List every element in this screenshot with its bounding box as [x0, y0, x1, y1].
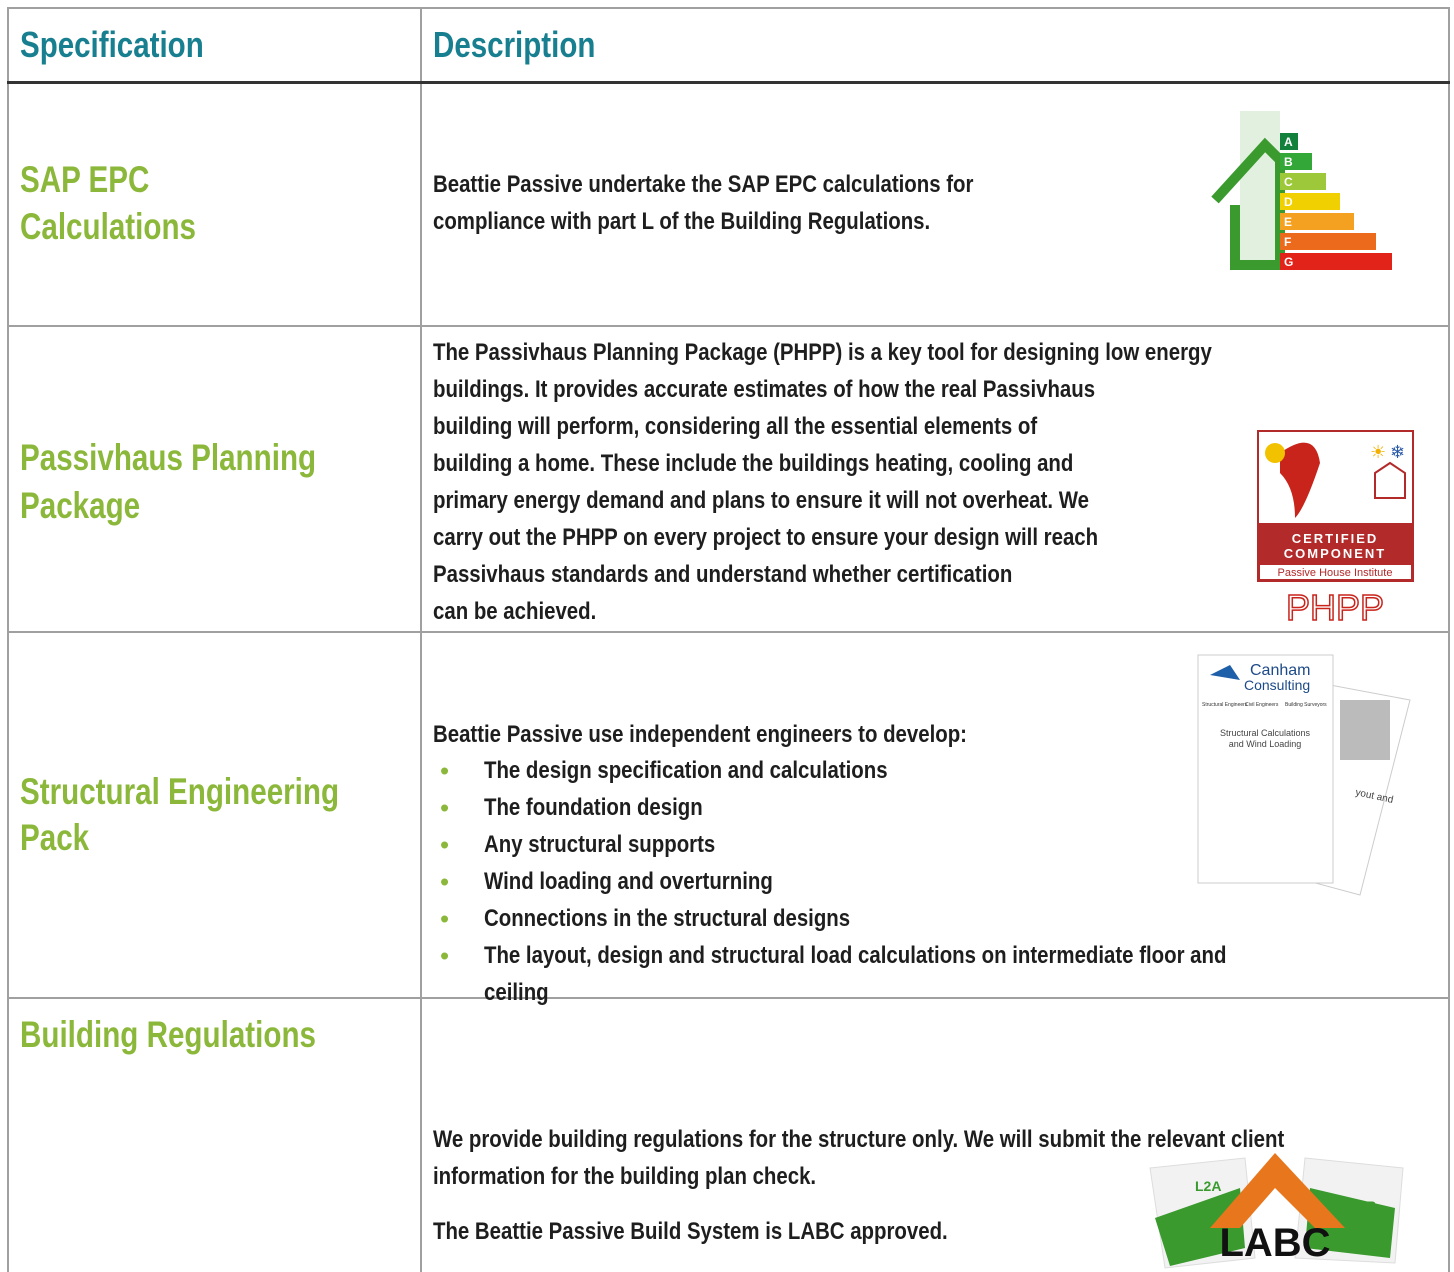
bullet-dot: • — [440, 866, 450, 897]
epc-label: G — [1284, 255, 1293, 269]
spec-label: Calculations — [20, 206, 196, 247]
logo-text: PHPP — [1286, 587, 1384, 628]
image-text: Consulting — [1244, 677, 1310, 693]
epc-label: F — [1284, 235, 1291, 249]
column-header: Specification — [20, 24, 204, 65]
row-rule — [7, 631, 1450, 633]
bullet-text: Wind loading and overturning — [484, 868, 773, 895]
image-text: Structural Calculations — [1220, 728, 1311, 738]
spec-label: Passivhaus Planning — [20, 437, 317, 478]
description-line: information for the building plan check. — [433, 1163, 817, 1190]
bullet-text: Connections in the structural designs — [484, 905, 851, 932]
image-text: Civil Engineers — [1245, 702, 1279, 708]
bullet-dot: • — [440, 940, 450, 971]
description-line: compliance with part L of the Building R… — [433, 208, 931, 235]
description-note: The Beattie Passive Build System is LABC… — [433, 1218, 948, 1245]
logo-text: L2B — [1350, 1198, 1376, 1214]
svg-text:☀: ☀ — [1370, 442, 1386, 462]
spec-label: Structural Engineering — [20, 771, 340, 812]
description-line: primary energy demand and plans to ensur… — [433, 487, 1089, 514]
border-right — [1448, 7, 1450, 1272]
row-rule — [7, 325, 1450, 327]
border-top — [7, 7, 1450, 9]
spec-label: Building Regulations — [20, 1014, 316, 1055]
image-text: and Wind Loading — [1229, 739, 1302, 749]
spec-label: Pack — [20, 817, 90, 858]
epc-label: C — [1284, 175, 1293, 189]
epc-label: E — [1284, 215, 1292, 229]
description-line: building a home. These include the build… — [433, 450, 1074, 477]
logo-text: COMPONENT — [1284, 546, 1387, 561]
bullet-text: ceiling — [484, 979, 549, 1006]
image-text: Canham — [1250, 662, 1310, 679]
epc-image: A B C D E F G — [1211, 111, 1392, 270]
description-line: carry out the PHPP on every project to e… — [433, 524, 1099, 551]
row-rule — [7, 997, 1450, 999]
logo-text: L2A — [1195, 1178, 1221, 1194]
phpp-logo: ☀ ❄ CERTIFIED COMPONENT Passive House Ins… — [1257, 430, 1414, 629]
bullet-text: Any structural supports — [484, 831, 716, 858]
header-rule — [7, 81, 1450, 84]
image-text: Building Surveyors — [1285, 702, 1327, 708]
description-line: buildings. It provides accurate estimate… — [433, 376, 1096, 403]
column-divider — [420, 7, 422, 1272]
spec-label: SAP EPC — [20, 159, 150, 200]
description-line: The Passivhaus Planning Package (PHPP) i… — [433, 339, 1212, 366]
bullet-dot: • — [440, 755, 450, 786]
spec-label: Package — [20, 485, 141, 526]
epc-label: D — [1284, 195, 1293, 209]
bullet-text: The layout, design and structural load c… — [484, 942, 1227, 969]
description-line: Passivhaus standards and understand whet… — [433, 561, 1013, 588]
epc-label: A — [1284, 135, 1293, 149]
image-text: Structural Engineers — [1202, 702, 1248, 708]
logo-text: CERTIFIED — [1292, 531, 1379, 546]
description-line: Beattie Passive undertake the SAP EPC ca… — [433, 171, 974, 198]
bullet-dot: • — [440, 792, 450, 823]
bullet-dot: • — [440, 829, 450, 860]
bullet-text: The foundation design — [484, 794, 703, 821]
description-line: We provide building regulations for the … — [433, 1126, 1285, 1153]
bullet-text: The design specification and calculation… — [484, 757, 888, 784]
border-left — [7, 7, 9, 1272]
canham-image: yout and Canham Consulting Structural En… — [1197, 654, 1411, 896]
svg-text:❄: ❄ — [1390, 442, 1405, 462]
description-line: can be achieved. — [433, 598, 597, 625]
labc-logo: L2A L2B LABC — [1149, 1153, 1404, 1269]
logo-text: LABC — [1219, 1221, 1330, 1265]
description-intro: Beattie Passive use independent engineer… — [433, 721, 967, 748]
logo-text: Passive House Institute — [1278, 567, 1393, 579]
column-header: Description — [433, 24, 596, 65]
description-line: building will perform, considering all t… — [433, 413, 1038, 440]
bullet-dot: • — [440, 903, 450, 934]
epc-label: B — [1284, 155, 1293, 169]
